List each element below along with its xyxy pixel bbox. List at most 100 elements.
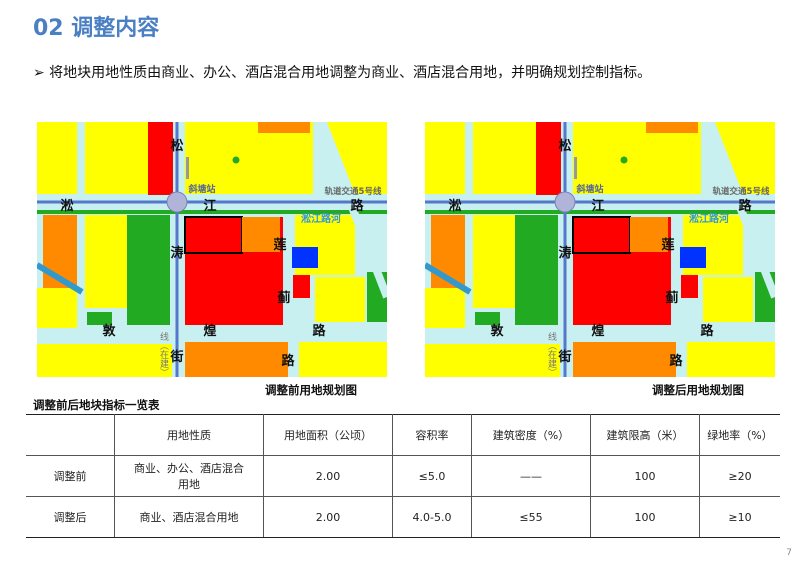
cell: 商业、酒店混合用地	[114, 496, 264, 538]
header-cell: 容积率	[392, 414, 472, 456]
map-label-song2: 淞	[60, 198, 73, 214]
map-before-caption: 调整前用地规划图	[265, 383, 357, 397]
map-label-dun: 敦	[102, 323, 116, 339]
parcel	[572, 216, 631, 254]
map-label-tao: 涛	[558, 245, 571, 261]
map-label-song2: 淞	[448, 198, 461, 214]
cell: ≥20	[699, 455, 780, 497]
map-before: 松涛街 淞江路 莲蓟路 敦煌路 斜塘站 轨道交通5号线 淞江路河 线（在建）	[35, 120, 391, 377]
parcel	[293, 275, 310, 298]
roundabout	[554, 191, 576, 213]
parcel	[536, 122, 561, 195]
cell: ≥10	[699, 496, 780, 538]
map-after: 松涛街 淞江路 莲蓟路 敦煌路 斜塘站 轨道交通5号线 淞江路河 线（在建）	[423, 120, 779, 377]
parcel	[292, 247, 318, 268]
parcel	[473, 122, 536, 194]
header-cell: 建筑限高（米）	[590, 414, 700, 456]
map-label-lian: 莲	[273, 237, 286, 253]
parcel	[127, 215, 170, 325]
cell: 调整前	[26, 455, 115, 497]
parcel	[185, 122, 313, 194]
map-label-jie: 街	[169, 349, 183, 365]
parcel	[687, 342, 775, 377]
map-label-river: 淞江路河	[689, 212, 729, 225]
map-label-station: 斜塘站	[575, 183, 603, 195]
parcel	[473, 215, 515, 308]
header-cell: 建筑密度（%）	[471, 414, 591, 456]
map-label-lu3: 路	[312, 323, 326, 339]
parcel	[37, 344, 172, 377]
parcel	[184, 216, 243, 254]
header-cell: 绿地率（%）	[699, 414, 780, 456]
map-label-song: 松	[170, 138, 183, 154]
parcel	[425, 210, 775, 214]
parcel	[681, 275, 698, 298]
parcel	[425, 288, 465, 328]
map-label-ji: 蓟	[276, 290, 290, 306]
map-label-huang: 煌	[591, 323, 604, 339]
map-label-river: 淞江路河	[301, 212, 341, 225]
parcel	[37, 288, 77, 328]
map-label-metro: 轨道交通5号线	[713, 186, 770, 197]
map-label-lu2: 路	[281, 353, 295, 369]
table-row: 调整后 商业、酒店混合用地 2.00 4.0-5.0 ≤55 100 ≥10	[26, 496, 780, 538]
parcel	[573, 122, 701, 194]
cell: 调整后	[26, 496, 115, 538]
parcel	[573, 342, 676, 377]
parcel	[703, 277, 753, 322]
parcel	[37, 122, 77, 194]
cell: ≤5.0	[392, 455, 472, 497]
page-title: 02 调整内容	[33, 16, 160, 41]
header-cell	[26, 414, 115, 456]
header-cell: 用地性质	[114, 414, 264, 456]
cell: ≤55	[471, 496, 591, 538]
parcel	[425, 344, 560, 377]
table-title: 调整前后地块指标一览表	[33, 398, 160, 412]
map-label-metro: 轨道交通5号线	[325, 186, 382, 197]
parcel	[85, 215, 127, 308]
parcel	[37, 210, 387, 214]
header-cell: 用地面积（公顷）	[263, 414, 393, 456]
parcel	[258, 122, 310, 133]
map-label-ji: 蓟	[664, 290, 678, 306]
parcel	[148, 122, 173, 195]
parcel	[242, 217, 280, 252]
parcel	[680, 247, 706, 268]
parcel	[630, 217, 668, 252]
map-label-dun: 敦	[490, 323, 504, 339]
cell: 100	[590, 455, 700, 497]
cell: 4.0-5.0	[392, 496, 472, 538]
cell: ——	[471, 455, 591, 497]
table-row: 调整前 商业、办公、酒店混合用地 2.00 ≤5.0 —— 100 ≥20	[26, 455, 780, 497]
map-label-lu1: 路	[738, 198, 752, 214]
map-label-line: 线（在建）	[546, 331, 557, 377]
map-label-lu2: 路	[669, 353, 683, 369]
parcel	[515, 215, 558, 325]
page-number: 7	[786, 548, 792, 558]
map-label-song: 松	[558, 138, 571, 154]
cell: 100	[590, 496, 700, 538]
map-label-tao: 涛	[170, 245, 183, 261]
bullet-text: ➢ 将地块用地性质由商业、办公、酒店混合用地调整为商业、酒店混合用地，并明确规划…	[33, 65, 652, 81]
map-after-caption: 调整后用地规划图	[652, 383, 744, 397]
map-label-lu3: 路	[700, 323, 714, 339]
parcel	[475, 312, 500, 325]
parcel	[315, 277, 365, 322]
cell: 商业、办公、酒店混合用地	[114, 455, 264, 497]
map-label-jie: 街	[557, 349, 571, 365]
map-label-huang: 煌	[203, 323, 216, 339]
roundabout	[166, 191, 188, 213]
cell: 2.00	[263, 496, 393, 538]
parcel	[646, 122, 698, 133]
map-label-lian: 莲	[661, 237, 674, 253]
cell: 2.00	[263, 455, 393, 497]
parcel	[425, 122, 465, 194]
map-label-jiang: 江	[203, 198, 216, 214]
map-label-jiang: 江	[591, 198, 604, 214]
parcel	[299, 342, 387, 377]
parcel	[85, 122, 148, 194]
parcel	[185, 342, 288, 377]
map-label-line: 线（在建）	[158, 331, 169, 377]
map-label-station: 斜塘站	[187, 183, 215, 195]
